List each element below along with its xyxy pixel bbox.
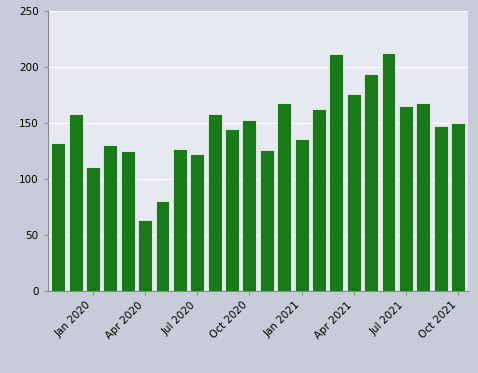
Bar: [225, 129, 239, 291]
Bar: [434, 126, 447, 291]
Bar: [381, 53, 395, 291]
Bar: [190, 154, 204, 291]
Bar: [451, 123, 465, 291]
Bar: [208, 114, 222, 291]
Bar: [173, 149, 187, 291]
Bar: [51, 143, 65, 291]
Bar: [294, 139, 308, 291]
Bar: [277, 103, 291, 291]
Bar: [260, 150, 274, 291]
Bar: [416, 103, 430, 291]
Bar: [103, 145, 117, 291]
Bar: [399, 106, 413, 291]
Bar: [329, 54, 343, 291]
Bar: [138, 220, 152, 291]
Bar: [69, 114, 83, 291]
Bar: [121, 151, 135, 291]
Bar: [86, 167, 100, 291]
Bar: [364, 74, 378, 291]
Bar: [347, 94, 361, 291]
Bar: [155, 201, 170, 291]
Bar: [242, 120, 256, 291]
Bar: [312, 109, 326, 291]
